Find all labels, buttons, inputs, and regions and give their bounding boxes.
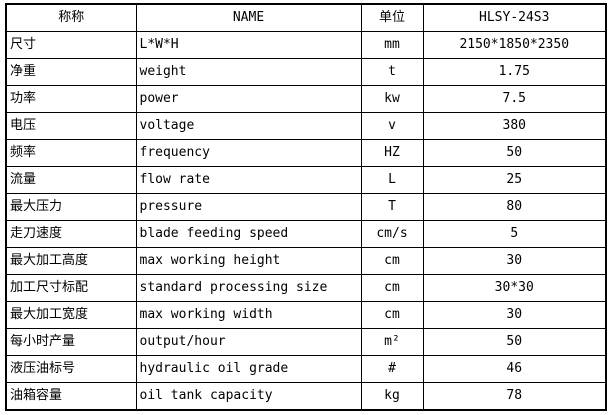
cell-name-en: max working width <box>135 301 362 329</box>
cell-unit: T <box>360 193 424 221</box>
cell-unit: kw <box>360 85 424 113</box>
cell-name-en: hydraulic oil grade <box>135 355 362 383</box>
header-name-en: NAME <box>135 3 362 32</box>
cell-unit: v <box>360 112 424 140</box>
header-name-cn: 称称 <box>5 3 137 32</box>
cell-name-en: power <box>135 85 362 113</box>
cell-name-en: pressure <box>135 193 362 221</box>
table-row: 电压 voltage v 380 <box>5 112 607 140</box>
cell-value: 50 <box>422 328 607 356</box>
cell-unit: cm <box>360 301 424 329</box>
table-row: 液压油标号 hydraulic oil grade # 46 <box>5 355 607 383</box>
cell-unit: cm/s <box>360 220 424 248</box>
cell-name-en: output/hour <box>135 328 362 356</box>
cell-name-cn: 走刀速度 <box>5 220 137 248</box>
table-row: 流量 flow rate L 25 <box>5 166 607 194</box>
cell-name-en: max working height <box>135 247 362 275</box>
table-row: 最大加工宽度 max working width cm 30 <box>5 301 607 329</box>
table-row: 每小时产量 output/hour m² 50 <box>5 328 607 356</box>
cell-name-cn: 最大加工高度 <box>5 247 137 275</box>
cell-unit: cm <box>360 274 424 302</box>
cell-name-en: flow rate <box>135 166 362 194</box>
cell-unit: # <box>360 355 424 383</box>
cell-unit: t <box>360 58 424 86</box>
cell-unit: kg <box>360 382 424 411</box>
cell-value: 50 <box>422 139 607 167</box>
cell-name-cn: 油箱容量 <box>5 382 137 411</box>
cell-unit: L <box>360 166 424 194</box>
cell-name-en: frequency <box>135 139 362 167</box>
cell-unit: m² <box>360 328 424 356</box>
cell-name-en: blade feeding speed <box>135 220 362 248</box>
table-row: 尺寸 L*W*H mm 2150*1850*2350 <box>5 31 607 59</box>
cell-value: 30 <box>422 301 607 329</box>
cell-value: 1.75 <box>422 58 607 86</box>
table-row: 净重 weight t 1.75 <box>5 58 607 86</box>
spec-table: 称称 NAME 单位 HLSY-24S3 尺寸 L*W*H mm 2150*18… <box>5 3 607 411</box>
cell-value: 30 <box>422 247 607 275</box>
cell-value: 80 <box>422 193 607 221</box>
cell-value: 2150*1850*2350 <box>422 31 607 59</box>
table-row: 油箱容量 oil tank capacity kg 78 <box>5 382 607 411</box>
cell-unit: HZ <box>360 139 424 167</box>
cell-name-cn: 尺寸 <box>5 31 137 59</box>
cell-name-cn: 加工尺寸标配 <box>5 274 137 302</box>
cell-value: 7.5 <box>422 85 607 113</box>
cell-name-en: standard processing size <box>135 274 362 302</box>
cell-name-cn: 最大压力 <box>5 193 137 221</box>
cell-value: 25 <box>422 166 607 194</box>
cell-name-cn: 电压 <box>5 112 137 140</box>
cell-name-en: voltage <box>135 112 362 140</box>
cell-value: 380 <box>422 112 607 140</box>
cell-name-cn: 每小时产量 <box>5 328 137 356</box>
table-row: 最大压力 pressure T 80 <box>5 193 607 221</box>
cell-unit: cm <box>360 247 424 275</box>
table-row: 走刀速度 blade feeding speed cm/s 5 <box>5 220 607 248</box>
table-header-row: 称称 NAME 单位 HLSY-24S3 <box>5 3 607 32</box>
header-model: HLSY-24S3 <box>422 3 607 32</box>
table-row: 最大加工高度 max working height cm 30 <box>5 247 607 275</box>
cell-name-cn: 液压油标号 <box>5 355 137 383</box>
table-row: 加工尺寸标配 standard processing size cm 30*30 <box>5 274 607 302</box>
cell-unit: mm <box>360 31 424 59</box>
header-unit: 单位 <box>360 3 424 32</box>
cell-value: 46 <box>422 355 607 383</box>
cell-value: 30*30 <box>422 274 607 302</box>
cell-name-cn: 功率 <box>5 85 137 113</box>
table-row: 频率 frequency HZ 50 <box>5 139 607 167</box>
cell-name-cn: 净重 <box>5 58 137 86</box>
table-row: 功率 power kw 7.5 <box>5 85 607 113</box>
cell-name-cn: 最大加工宽度 <box>5 301 137 329</box>
cell-name-en: L*W*H <box>135 31 362 59</box>
cell-value: 5 <box>422 220 607 248</box>
cell-name-en: weight <box>135 58 362 86</box>
cell-name-cn: 频率 <box>5 139 137 167</box>
cell-name-cn: 流量 <box>5 166 137 194</box>
cell-name-en: oil tank capacity <box>135 382 362 411</box>
cell-value: 78 <box>422 382 607 411</box>
